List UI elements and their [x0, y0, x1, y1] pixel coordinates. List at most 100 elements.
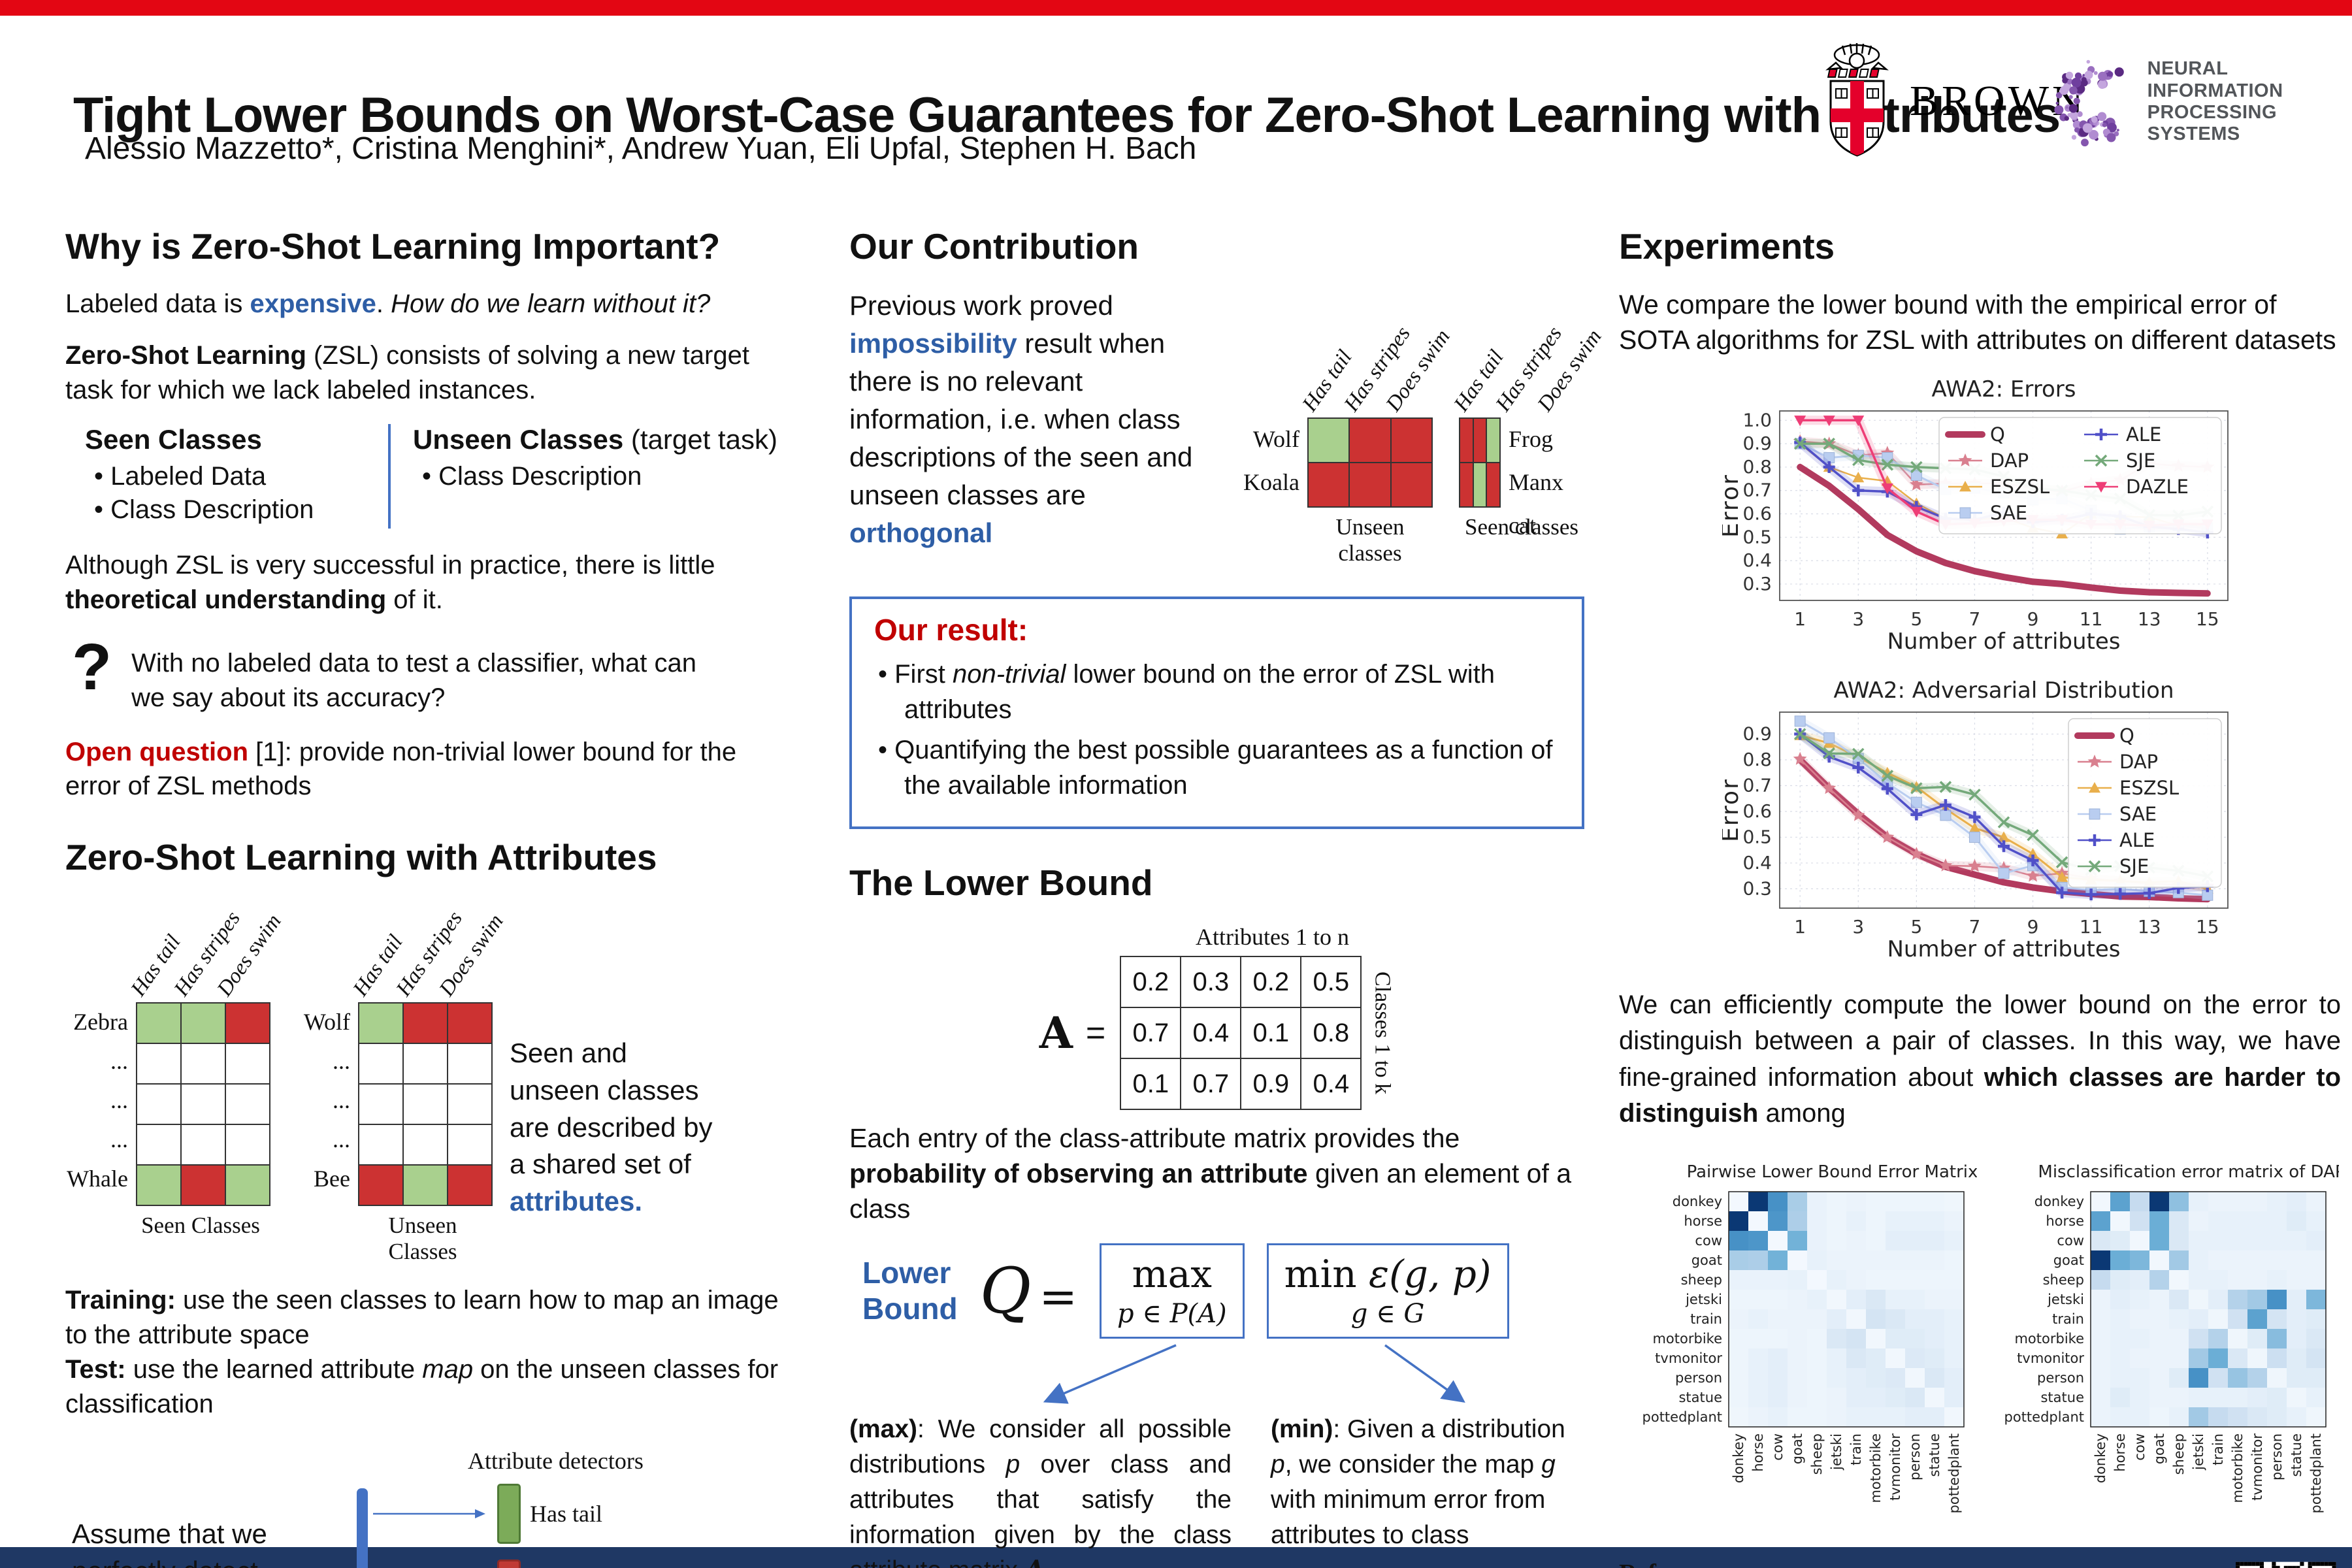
svg-text:0.3: 0.3: [1742, 878, 1772, 900]
svg-text:ALE: ALE: [2126, 423, 2161, 446]
svg-text:jetski: jetski: [2191, 1433, 2206, 1471]
svg-text:tvmonitor: tvmonitor: [1887, 1433, 1903, 1501]
svg-text:donkey: donkey: [2034, 1194, 2084, 1209]
svg-text:15: 15: [2195, 916, 2219, 938]
svg-text:13: 13: [2137, 916, 2161, 938]
text: We can efficiently compute the lower bou…: [1619, 990, 2341, 1092]
middle-column: Our Contribution Previous work proved im…: [849, 225, 1607, 1568]
text: Lower: [862, 1256, 951, 1290]
svg-text:15: 15: [2195, 608, 2219, 630]
text: on the unseen classes for classification: [65, 1354, 779, 1418]
formula-arrows: [1043, 1344, 1465, 1404]
vertical-divider: [388, 424, 391, 529]
svg-text:Pairwise Lower Bound Error Mat: Pairwise Lower Bound Error Matrix (L): [1687, 1162, 1977, 1182]
result-bullet: Quantifying the best possible guarantees…: [894, 732, 1560, 803]
contribution-text: Previous work proved impossibility resul…: [849, 287, 1232, 566]
formula-q: Q =: [980, 1254, 1077, 1328]
probability-bold: probability of observing an attribute: [849, 1158, 1308, 1189]
svg-text:0.6: 0.6: [1742, 800, 1772, 822]
section-zsl-attributes-heading: Zero-Shot Learning with Attributes: [65, 837, 657, 878]
detector-label: Has tail: [530, 1501, 602, 1527]
svg-text:SJE: SJE: [2126, 449, 2155, 472]
svg-text:0.8: 0.8: [1742, 456, 1772, 478]
seen-classes-matrix: Has tail Has stripes Does swim Zebra.......…: [67, 907, 286, 1239]
svg-text:pottedplant: pottedplant: [1946, 1433, 1962, 1513]
svg-text:train: train: [1690, 1311, 1722, 1327]
equals-sign: =: [1039, 1270, 1077, 1324]
open-question-paragraph: Open question [1]: provide non-trivial l…: [65, 735, 781, 804]
svg-text:Q: Q: [1990, 423, 2005, 446]
contribution-unseen-matrix: Has tail Has stripes Does swim Wolf Koala Uns…: [1243, 322, 1455, 566]
svg-text:pottedplant: pottedplant: [2004, 1409, 2084, 1425]
text: over class and attributes that satisfy t…: [849, 1450, 1232, 1568]
svg-text:cow: cow: [1770, 1433, 1786, 1461]
svg-text:person: person: [2037, 1370, 2084, 1386]
svg-text:tvmonitor: tvmonitor: [2249, 1433, 2265, 1501]
svg-text:statue: statue: [1927, 1433, 1942, 1477]
seen-classes-panel: Seen Classes Labeled Data Class Descript…: [85, 424, 366, 529]
max-box: max p ∈ P(A): [1099, 1243, 1245, 1339]
svg-text:train: train: [1848, 1433, 1864, 1465]
text: Bound: [862, 1292, 958, 1326]
svg-text:goat: goat: [2053, 1252, 2084, 1268]
unseen-classes-title: Unseen Classes (target task): [413, 424, 777, 455]
min-operator: min ε(g, p): [1284, 1252, 1492, 1296]
svg-text:5: 5: [1910, 608, 1922, 630]
text: .: [376, 289, 391, 318]
svg-text:sheep: sheep: [2171, 1433, 2187, 1475]
bottom-accent-bar: [0, 1547, 2352, 1568]
svg-text:person: person: [1907, 1433, 1923, 1480]
svg-text:tvmonitor: tvmonitor: [2017, 1350, 2084, 1366]
svg-text:motorbike: motorbike: [1868, 1433, 1884, 1503]
svg-text:0.7: 0.7: [1742, 775, 1772, 796]
svg-text:1.0: 1.0: [1742, 410, 1772, 431]
pairwise-text: We can efficiently compute the lower bou…: [1619, 987, 2341, 1132]
svg-text:goat: goat: [2151, 1433, 2167, 1464]
svg-text:0.3: 0.3: [1742, 573, 1772, 595]
neurips-logo: NEURAL INFORMATION PROCESSING SYSTEMS: [2042, 43, 2352, 161]
svg-text:statue: statue: [2040, 1390, 2084, 1405]
svg-text:jetski: jetski: [1829, 1433, 1844, 1471]
svg-text:SAE: SAE: [2119, 803, 2157, 825]
svg-text:ESZSL: ESZSL: [1990, 476, 2050, 498]
text: use the learned attribute: [125, 1354, 423, 1384]
equals-sign: =: [1085, 1014, 1106, 1052]
svg-text:SJE: SJE: [2119, 855, 2149, 877]
assume-text: Assume that we perfectly detect attribut…: [72, 1518, 267, 1568]
qr-code[interactable]: [2236, 1559, 2341, 1568]
min-box: min ε(g, p) g ∈ G: [1266, 1243, 1509, 1339]
lower-bound-label: Lower Bound: [862, 1255, 958, 1327]
text: : Given a distribution: [1333, 1415, 1565, 1444]
svg-text:horse: horse: [1750, 1433, 1766, 1472]
list-item: Class Description: [94, 495, 366, 525]
svg-text:5: 5: [1910, 916, 1922, 938]
svg-text:DAP: DAP: [2119, 751, 2158, 773]
neurips-swirl-icon: [2054, 59, 2124, 147]
svg-text:1: 1: [1794, 608, 1806, 630]
our-result-label: Our result:: [874, 613, 1028, 647]
seen-unseen-box: Seen Classes Labeled Data Class Descript…: [85, 424, 781, 529]
svg-text:donkey: donkey: [2093, 1433, 2108, 1483]
svg-text:pottedplant: pottedplant: [2308, 1433, 2324, 1513]
unseen-classes-panel: Unseen Classes (target task) Class Descr…: [413, 424, 777, 529]
matrix-a-symbol: A: [1039, 1007, 1073, 1058]
attributes-axis-label: Attributes 1 to n: [1196, 924, 1349, 950]
test-bold: Test:: [65, 1354, 126, 1384]
svg-text:horse: horse: [2046, 1213, 2084, 1229]
svg-text:AWA2: Errors: AWA2: Errors: [1931, 376, 2076, 402]
open-question-highlight: Open question: [65, 737, 248, 766]
svg-text:Error: Error: [1722, 778, 1744, 842]
text: , we consider the map: [1284, 1450, 1542, 1479]
references-title: References: [1619, 1559, 2236, 1568]
svg-text:0.7: 0.7: [1742, 480, 1772, 501]
svg-text:motorbike: motorbike: [1652, 1331, 1722, 1347]
awa2-adversarial-chart: 1 3 5 7 9 11 13 15 0.3 0.4 0.5 0.6 0.7 0.8 0.9 AWA2: Ad…: [1717, 676, 2238, 972]
classes-axis-label: Classes 1 to k: [1370, 972, 1395, 1094]
svg-text:Number of attributes: Number of attributes: [1887, 936, 2120, 962]
result-bullet: First non-trivial lower bound on the err…: [894, 657, 1560, 727]
epsilon-expression: ε(g, p): [1368, 1252, 1492, 1297]
svg-text:DAP: DAP: [1990, 449, 2029, 472]
svg-text:sheep: sheep: [2043, 1272, 2084, 1288]
